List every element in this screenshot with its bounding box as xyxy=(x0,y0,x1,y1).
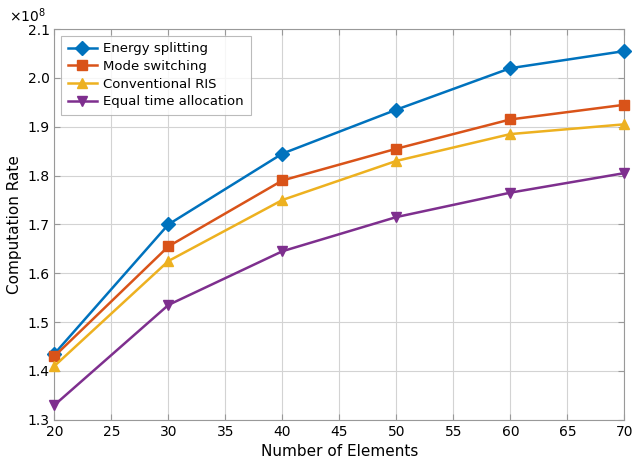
Equal time allocation xyxy=(164,302,172,308)
Conventional RIS xyxy=(392,158,400,164)
Mode switching xyxy=(51,353,58,359)
Line: Conventional RIS: Conventional RIS xyxy=(50,119,629,371)
Line: Mode switching: Mode switching xyxy=(50,100,629,361)
Conventional RIS xyxy=(164,258,172,264)
Energy splitting xyxy=(278,151,286,157)
X-axis label: Number of Elements: Number of Elements xyxy=(260,444,418,459)
Mode switching xyxy=(620,102,628,108)
Energy splitting xyxy=(51,351,58,356)
Conventional RIS xyxy=(51,363,58,369)
Energy splitting xyxy=(164,222,172,227)
Equal time allocation xyxy=(278,248,286,254)
Conventional RIS xyxy=(278,197,286,203)
Conventional RIS xyxy=(620,122,628,127)
Legend: Energy splitting, Mode switching, Conventional RIS, Equal time allocation: Energy splitting, Mode switching, Conven… xyxy=(61,36,250,115)
Mode switching xyxy=(278,178,286,183)
Energy splitting xyxy=(506,65,514,71)
Text: $\times10^8$: $\times10^8$ xyxy=(9,7,46,25)
Equal time allocation xyxy=(51,402,58,408)
Mode switching xyxy=(164,244,172,249)
Equal time allocation xyxy=(620,171,628,176)
Energy splitting xyxy=(392,107,400,112)
Mode switching xyxy=(506,116,514,122)
Mode switching xyxy=(392,146,400,151)
Line: Energy splitting: Energy splitting xyxy=(50,46,629,359)
Energy splitting xyxy=(620,48,628,54)
Equal time allocation xyxy=(506,190,514,195)
Equal time allocation xyxy=(392,214,400,220)
Y-axis label: Computation Rate: Computation Rate xyxy=(7,155,22,294)
Conventional RIS xyxy=(506,131,514,137)
Line: Equal time allocation: Equal time allocation xyxy=(50,168,629,410)
